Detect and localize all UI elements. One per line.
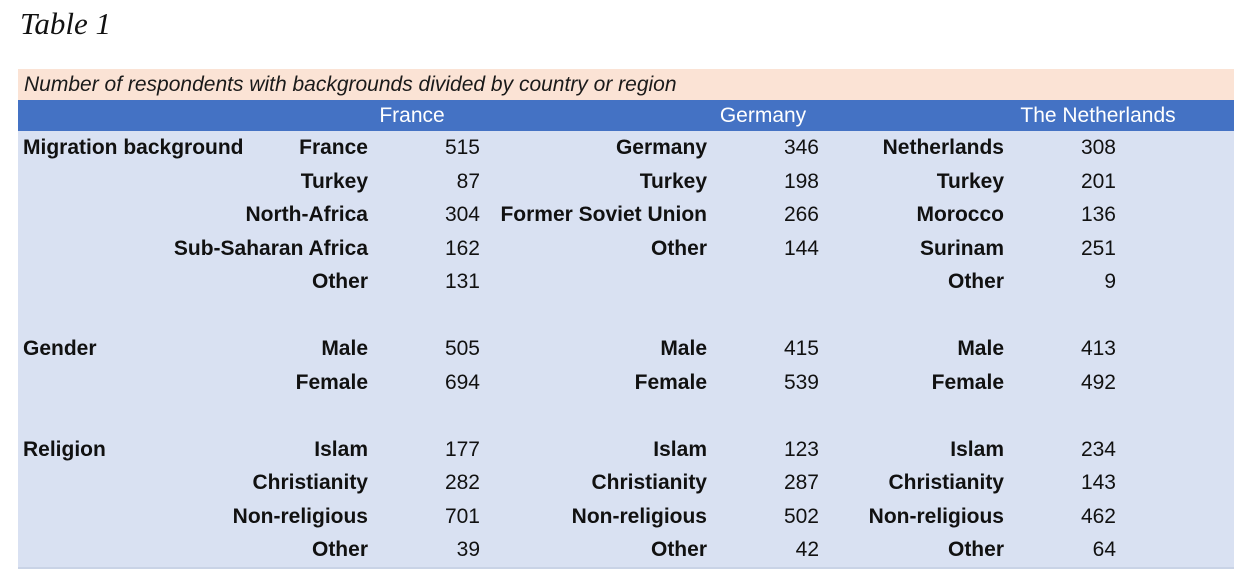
france-count-value: 282 <box>444 471 480 494</box>
table-row: Religion Islam 177 Islam 123 Islam 234 <box>18 433 1234 466</box>
germany-category-label: Non-religious <box>571 505 707 528</box>
table-row: Non-religious 701 Non-religious 502 Non-reli… <box>18 500 1234 533</box>
netherlands-category-label: Surinam <box>919 237 1004 260</box>
table-row: Sub-Saharan Africa 162 Other 144 Surinam 251 <box>18 232 1234 265</box>
france-category-label: North-Africa <box>245 203 368 226</box>
france-category-label: Male <box>321 337 368 360</box>
table-body: Migration background France 515 Germany 346 N… <box>18 131 1234 569</box>
france-count-value: 131 <box>444 270 480 293</box>
table-row: Turkey 87 Turkey 198 Turkey 201 <box>18 165 1234 198</box>
germany-category-label: Former Soviet Union <box>500 203 707 226</box>
netherlands-category-label: Non-religious <box>868 505 1004 528</box>
france-count-value: 505 <box>444 337 480 360</box>
germany-count-value: 502 <box>783 505 819 528</box>
france-count-value: 701 <box>444 505 480 528</box>
germany-category-label: Turkey <box>639 170 707 193</box>
france-count-value: 177 <box>444 438 480 461</box>
netherlands-category-label: Male <box>957 337 1004 360</box>
netherlands-count-value: 234 <box>1080 438 1116 461</box>
france-count-value: 87 <box>456 170 480 193</box>
germany-count-value: 144 <box>783 237 819 260</box>
section-label: Gender <box>23 337 97 360</box>
germany-category-label: Male <box>660 337 707 360</box>
france-category-label: Turkey <box>300 170 368 193</box>
germany-count-value: 287 <box>783 471 819 494</box>
germany-count-value: 42 <box>795 538 819 561</box>
netherlands-count-value: 413 <box>1080 337 1116 360</box>
germany-count-value: 415 <box>783 337 819 360</box>
france-count-value: 515 <box>444 136 480 159</box>
france-count-value: 694 <box>444 371 480 394</box>
table-row: Christianity 282 Christianity 287 Christiani… <box>18 466 1234 499</box>
netherlands-category-label: Islam <box>950 438 1004 461</box>
table-row: Female 694 Female 539 Female 492 <box>18 366 1234 399</box>
germany-count-value: 266 <box>783 203 819 226</box>
germany-count-value: 123 <box>783 438 819 461</box>
section-label: Migration background <box>23 136 244 159</box>
netherlands-category-label: Female <box>931 371 1004 394</box>
respondents-table: Number of respondents with backgrounds d… <box>18 69 1234 569</box>
country-header-row: France Germany The Netherlands <box>18 100 1234 131</box>
netherlands-count-value: 251 <box>1080 237 1116 260</box>
netherlands-category-label: Christianity <box>888 471 1004 494</box>
header-netherlands: The Netherlands <box>1020 104 1176 127</box>
netherlands-count-value: 462 <box>1080 505 1116 528</box>
netherlands-category-label: Morocco <box>916 203 1004 226</box>
netherlands-count-value: 201 <box>1080 170 1116 193</box>
netherlands-category-label: Other <box>947 538 1004 561</box>
netherlands-count-value: 136 <box>1080 203 1116 226</box>
table-title: Table 1 <box>20 6 112 41</box>
netherlands-category-label: Other <box>947 270 1004 293</box>
germany-category-label: Islam <box>653 438 707 461</box>
table-bottom-rule <box>18 567 1234 569</box>
table-row: Other 39 Other 42 Other 64 <box>18 533 1234 566</box>
header-germany: Germany <box>719 104 807 127</box>
france-category-label: France <box>299 136 368 159</box>
france-category-label: Islam <box>314 438 368 461</box>
germany-category-label: Other <box>650 538 707 561</box>
france-category-label: Non-religious <box>232 505 368 528</box>
netherlands-count-value: 143 <box>1080 471 1116 494</box>
france-category-label: Other <box>311 270 368 293</box>
table-row: North-Africa 304 Former Soviet Union 266 Mor… <box>18 198 1234 231</box>
section-label: Religion <box>23 438 106 461</box>
netherlands-count-value: 492 <box>1080 371 1116 394</box>
germany-count-value: 539 <box>783 371 819 394</box>
france-category-label: Christianity <box>252 471 368 494</box>
netherlands-count-value: 308 <box>1080 136 1116 159</box>
table-row: Gender Male 505 Male 415 Male 413 <box>18 332 1234 365</box>
germany-count-value: 198 <box>783 170 819 193</box>
germany-count-value: 346 <box>783 136 819 159</box>
header-france: France <box>379 104 445 127</box>
germany-category-label: Germany <box>615 136 707 159</box>
germany-category-label: Female <box>634 371 707 394</box>
netherlands-category-label: Netherlands <box>882 136 1004 159</box>
netherlands-count-value: 9 <box>1104 270 1116 293</box>
france-count-value: 39 <box>456 538 480 561</box>
table-row: Migration background France 515 Germany 346 N… <box>18 131 1234 164</box>
netherlands-count-value: 64 <box>1092 538 1116 561</box>
france-category-label: Other <box>311 538 368 561</box>
germany-category-label: Other <box>650 237 707 260</box>
table-row: Other 131 Other 9 <box>18 265 1234 298</box>
france-category-label: Female <box>295 371 368 394</box>
france-category-label: Sub-Saharan Africa <box>173 237 368 260</box>
netherlands-category-label: Turkey <box>936 170 1004 193</box>
germany-category-label: Christianity <box>591 471 707 494</box>
table-caption: Number of respondents with backgrounds d… <box>18 69 1234 100</box>
france-count-value: 162 <box>444 237 480 260</box>
france-count-value: 304 <box>444 203 480 226</box>
